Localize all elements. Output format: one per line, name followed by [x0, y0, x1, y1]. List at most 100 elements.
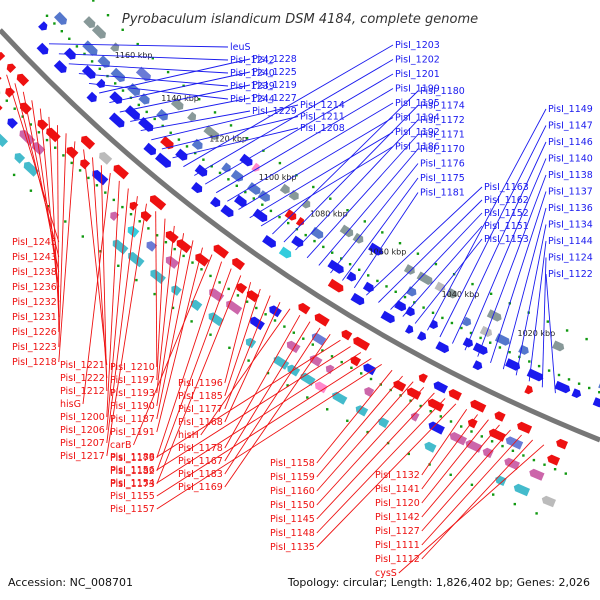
gene-arrow: [127, 226, 140, 238]
tick-mark: [564, 472, 567, 475]
gene-arrow: [165, 256, 180, 269]
leader-line: [119, 84, 251, 113]
gene-label: PisI_1180: [420, 86, 465, 97]
gene-arrow: [195, 253, 210, 267]
leader-line: [106, 203, 147, 457]
leader-line: [68, 63, 229, 74]
gene-label: PisI_1212: [60, 386, 105, 397]
tick-mark: [492, 493, 495, 496]
gene-arrow: [16, 73, 30, 87]
gene-label: PisI_1169: [178, 482, 223, 493]
gene-label: PisI_1225: [252, 67, 297, 78]
gene-arrow: [176, 239, 192, 254]
gene-arrow: [435, 341, 449, 354]
tick-mark: [245, 137, 249, 140]
gene-label: PisI_1211: [300, 112, 345, 123]
leader-line: [295, 119, 419, 251]
gene-arrow: [14, 153, 26, 164]
leader-line: [133, 254, 213, 446]
tick-mark: [153, 117, 156, 121]
tick-mark: [129, 213, 133, 216]
tick-mark: [429, 410, 432, 413]
leader-line: [464, 158, 547, 351]
gene-label: PisI_1147: [548, 121, 593, 132]
gene-features: [0, 11, 600, 508]
gene-arrow: [472, 360, 483, 371]
tick-mark: [407, 452, 410, 456]
gene-arrow: [208, 312, 224, 327]
tick-mark: [5, 99, 8, 102]
leader-line: [156, 358, 372, 497]
leader-line: [140, 110, 251, 132]
gene-arrow: [191, 182, 203, 194]
gene-arrow: [273, 356, 290, 370]
tick-mark: [262, 149, 265, 152]
genome-backbone: [0, 28, 600, 443]
tick-mark: [286, 384, 289, 387]
gene-arrow: [406, 286, 417, 297]
gene-arrow: [353, 336, 370, 351]
gene-arrow: [0, 76, 2, 80]
tick-mark: [528, 360, 531, 363]
leader-line: [204, 73, 394, 185]
gene-label: PisI_1136: [548, 203, 593, 214]
tick-mark: [287, 221, 290, 225]
gene-label: PisI_1221: [60, 360, 105, 371]
gene-arrow: [311, 332, 327, 346]
tick-mark: [419, 404, 422, 408]
leader-line: [427, 108, 547, 331]
gene-arrow: [428, 421, 445, 435]
gene-arrow: [526, 368, 544, 382]
gene-label: PisI_1158: [270, 458, 315, 469]
gene-arrow: [247, 182, 261, 195]
genome-summary: Topology: circular; Length: 1,826,402 bp…: [287, 576, 590, 589]
gene-label: PisI_1150: [270, 500, 315, 511]
tick-mark: [62, 154, 65, 157]
gene-label: hisH: [178, 430, 199, 441]
gene-label: PisI_1242: [230, 55, 275, 66]
tick-mark: [283, 325, 286, 328]
gene-label: PisI_1199: [395, 84, 440, 95]
gene-arrow: [187, 111, 197, 121]
gene-label: PisI_1227: [252, 93, 297, 104]
tick-mark: [255, 306, 258, 310]
leader-line: [545, 273, 556, 394]
tick-mark: [321, 349, 324, 352]
tick-mark: [98, 67, 101, 70]
gene-label: PisI_1155: [110, 491, 155, 502]
gene-arrow: [513, 483, 530, 497]
gene-arrow: [547, 454, 560, 466]
leader-line: [316, 381, 414, 492]
leader-line: [260, 146, 394, 227]
leader-line: [224, 333, 331, 488]
tick-mark: [95, 184, 99, 187]
tick-mark: [235, 184, 238, 187]
tick-mark: [567, 378, 571, 381]
tick-mark: [416, 252, 420, 255]
leader-line: [58, 141, 76, 363]
gene-label: PisI_1142: [375, 512, 420, 523]
tick-mark: [147, 227, 150, 230]
gene-arrow: [449, 432, 467, 446]
tick-mark: [236, 294, 240, 297]
gene-label: PisI_1137: [548, 187, 593, 198]
tick-mark: [537, 364, 541, 368]
kbp-mark: 1100 kbp: [259, 173, 297, 182]
leader-line: [106, 188, 129, 431]
tick-mark: [78, 169, 82, 172]
tick-mark: [164, 241, 168, 244]
gene-arrow: [36, 42, 49, 55]
gene-label: PisI_1191: [110, 427, 155, 438]
leader-line: [58, 133, 67, 348]
leader-line: [78, 73, 229, 87]
tick-mark: [489, 341, 492, 344]
gene-label: PisI_1112: [375, 554, 420, 565]
leader-line: [109, 71, 251, 104]
gene-label: PisI_1122: [548, 269, 593, 280]
gene-label: PisI_1145: [270, 514, 315, 525]
tick-mark: [182, 84, 185, 87]
tick-mark: [449, 473, 452, 476]
gene-arrow: [394, 300, 407, 312]
gene-arrow: [6, 63, 17, 73]
leader-line: [200, 308, 291, 436]
